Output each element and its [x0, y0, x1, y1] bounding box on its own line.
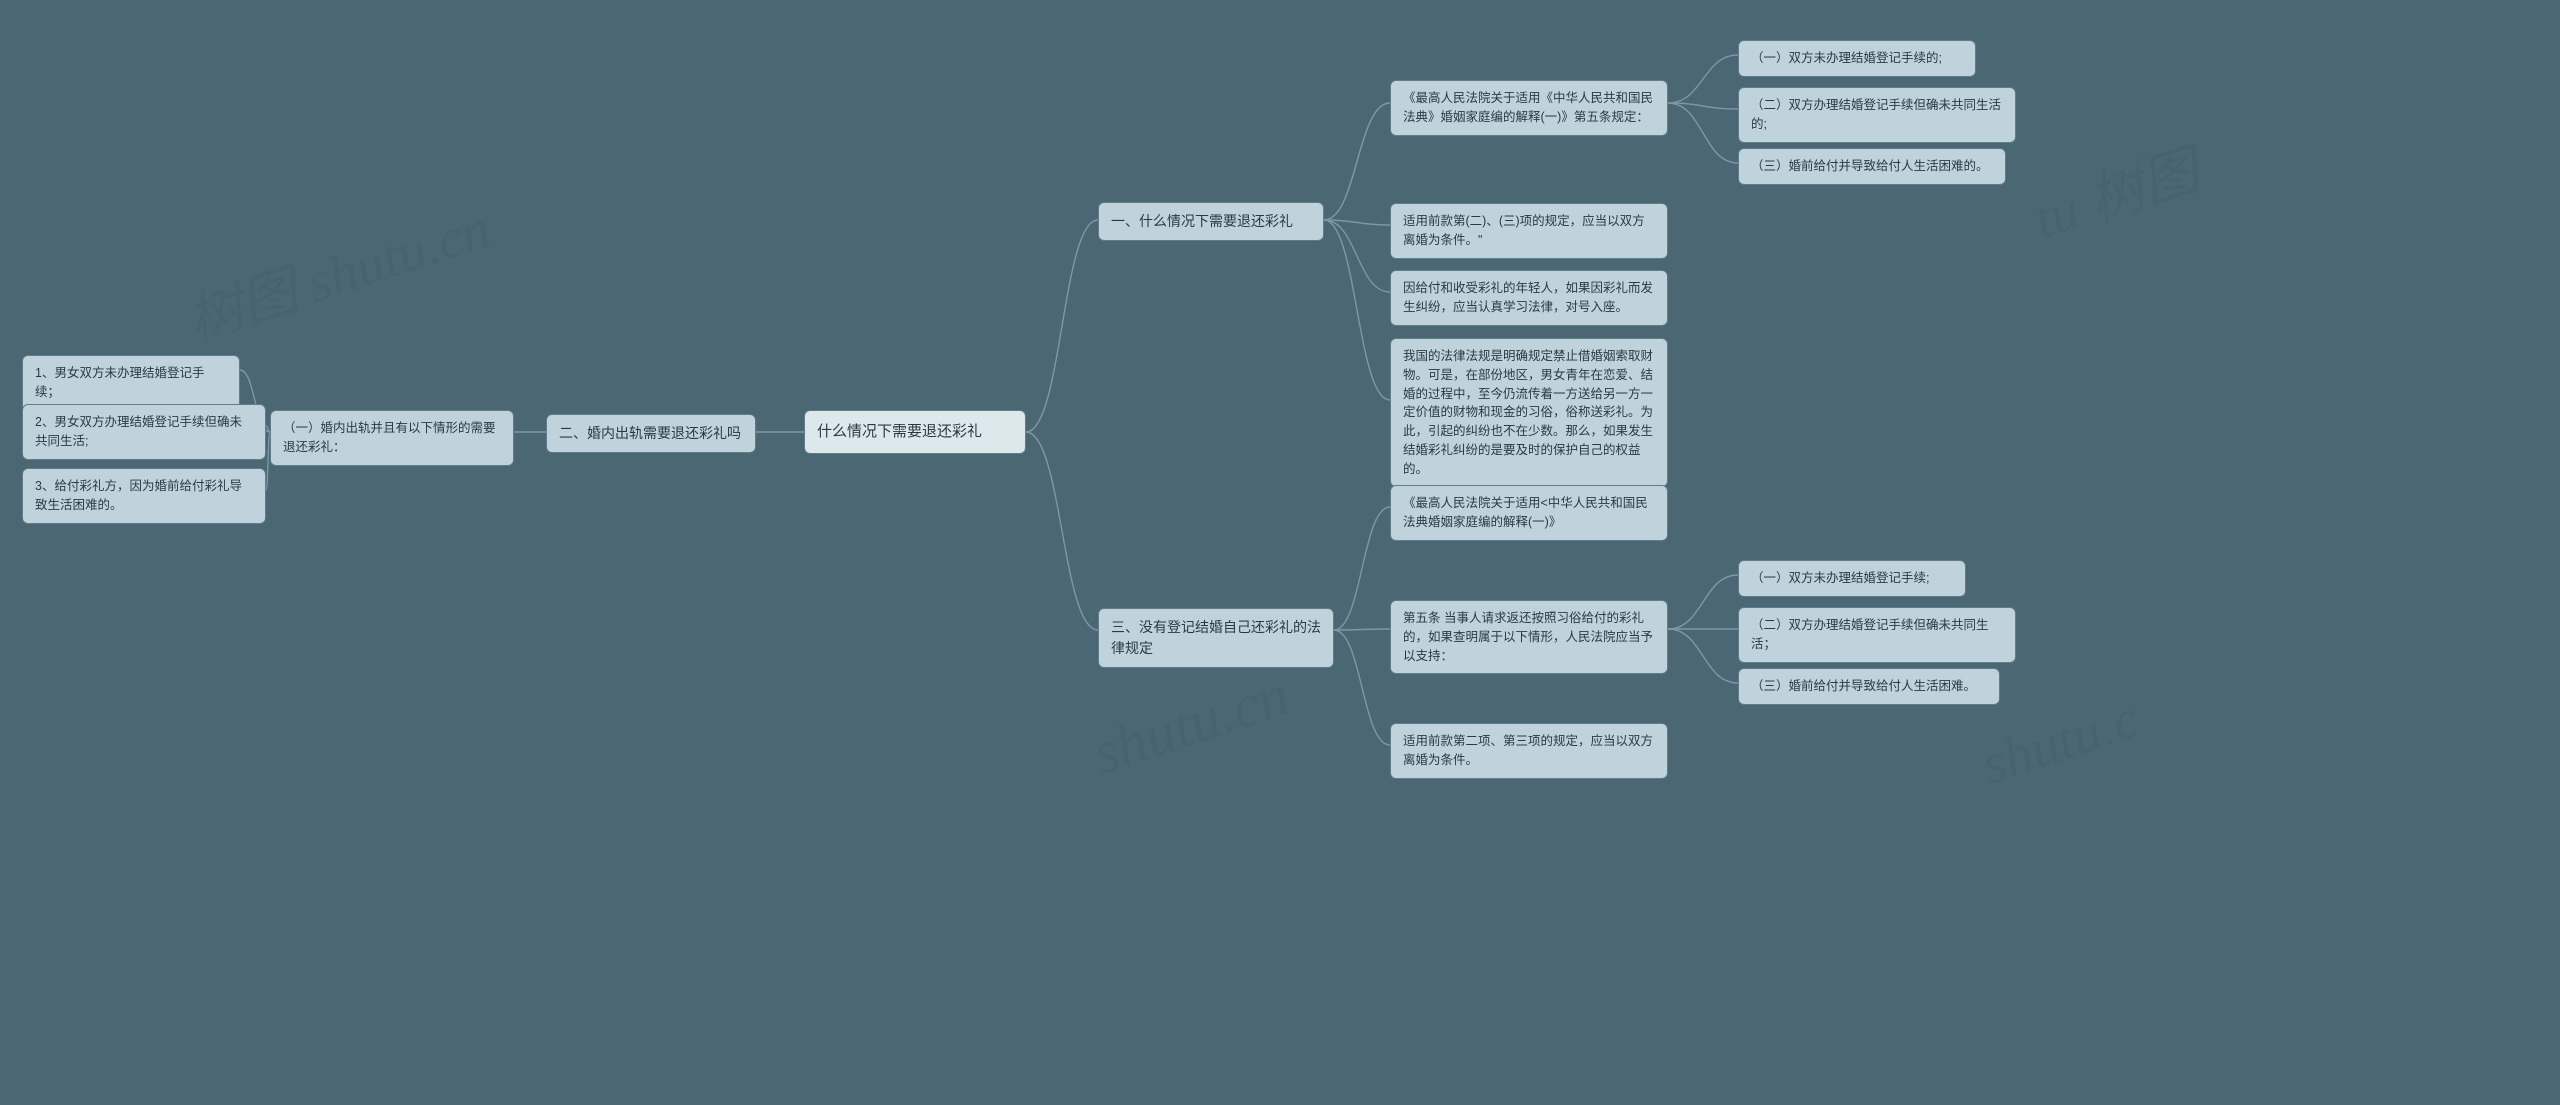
mindmap-canvas: 树图 shutu.cn shutu.cn shutu.c tu 树图什么情况下需要退还…: [0, 0, 2560, 1105]
mindmap-node-s3_2c[interactable]: （三）婚前给付并导致给付人生活困难。: [1738, 668, 2000, 705]
mindmap-node-s3_2b[interactable]: （二）双方办理结婚登记手续但确未共同生活；: [1738, 607, 2016, 663]
mindmap-node-s2_1c[interactable]: 3、给付彩礼方，因为婚前给付彩礼导致生活困难的。: [22, 468, 266, 524]
mindmap-node-s2_1b[interactable]: 2、男女双方办理结婚登记手续但确未共同生活;: [22, 404, 266, 460]
watermark: tu 树图: [2022, 126, 2208, 255]
mindmap-node-s3[interactable]: 三、没有登记结婚自己还彩礼的法律规定: [1098, 608, 1334, 668]
watermark: 树图 shutu.cn: [175, 183, 499, 357]
mindmap-node-s1_3[interactable]: 因给付和收受彩礼的年轻人，如果因彩礼而发生纠纷，应当认真学习法律，对号入座。: [1390, 270, 1668, 326]
mindmap-node-s2[interactable]: 二、婚内出轨需要退还彩礼吗: [546, 414, 756, 453]
mindmap-node-s1_1b[interactable]: （二）双方办理结婚登记手续但确未共同生活的;: [1738, 87, 2016, 143]
mindmap-node-s1[interactable]: 一、什么情况下需要退还彩礼: [1098, 202, 1324, 241]
mindmap-node-s1_1a[interactable]: （一）双方未办理结婚登记手续的;: [1738, 40, 1976, 77]
mindmap-node-s3_2a[interactable]: （一）双方未办理结婚登记手续;: [1738, 560, 1966, 597]
mindmap-node-s2_1a[interactable]: 1、男女双方未办理结婚登记手续；: [22, 355, 240, 411]
mindmap-node-s1_1[interactable]: 《最高人民法院关于适用《中华人民共和国民法典》婚姻家庭编的解释(一)》第五条规定…: [1390, 80, 1668, 136]
watermark: shutu.cn: [1084, 661, 1297, 789]
mindmap-node-s3_2[interactable]: 第五条 当事人请求返还按照习俗给付的彩礼的，如果查明属于以下情形，人民法院应当予…: [1390, 600, 1668, 674]
mindmap-node-s3_3[interactable]: 适用前款第二项、第三项的规定，应当以双方离婚为条件。: [1390, 723, 1668, 779]
watermark: shutu.c: [1974, 687, 2146, 797]
mindmap-node-s1_1c[interactable]: （三）婚前给付并导致给付人生活困难的。: [1738, 148, 2006, 185]
mindmap-node-root[interactable]: 什么情况下需要退还彩礼: [804, 410, 1026, 454]
mindmap-node-s1_4[interactable]: 我国的法律法规是明确规定禁止借婚姻索取财物。可是，在部份地区，男女青年在恋爱、结…: [1390, 338, 1668, 487]
mindmap-node-s3_1[interactable]: 《最高人民法院关于适用<中华人民共和国民法典婚姻家庭编的解释(一)》: [1390, 485, 1668, 541]
mindmap-node-s2_1[interactable]: （一）婚内出轨并且有以下情形的需要退还彩礼：: [270, 410, 514, 466]
mindmap-node-s1_2[interactable]: 适用前款第(二)、(三)项的规定，应当以双方离婚为条件。": [1390, 203, 1668, 259]
